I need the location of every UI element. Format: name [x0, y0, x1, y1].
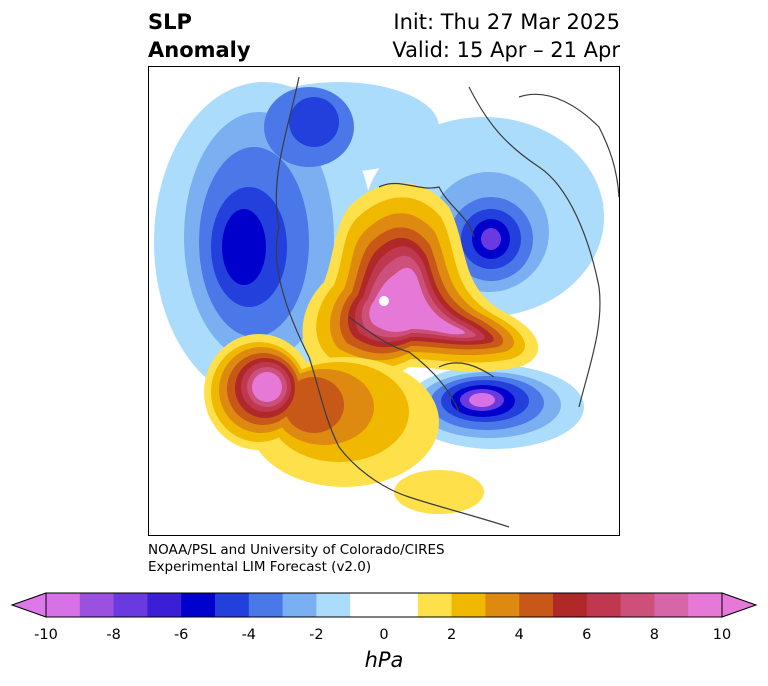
colorbar-segment: [113, 593, 148, 617]
map-panel: [148, 66, 620, 536]
colorbar-segment: [46, 593, 81, 617]
colorbar-tick-label: -10: [34, 627, 58, 643]
colorbar-segment: [519, 593, 554, 617]
colorbar-frame: [45, 592, 723, 618]
init-date: Init: Thu 27 Mar 2025: [393, 10, 620, 34]
colorbar-segment: [417, 593, 453, 617]
colorbar-segment: [586, 593, 622, 617]
valid-dates: Valid: 15 Apr – 21 Apr: [392, 38, 620, 62]
colorbar-tick-label: 0: [379, 627, 389, 643]
colorbar-segment: [654, 593, 689, 617]
colorbar-tick-label: 4: [514, 627, 524, 643]
credit-line-1: NOAA/PSL and University of Colorado/CIRE…: [148, 542, 445, 558]
colorbar-tick-label: -8: [106, 627, 121, 643]
low-anomaly-atlantic: [404, 365, 584, 449]
colorbar-segment: [620, 593, 655, 617]
colorbar-segment: [79, 593, 115, 617]
colorbar-under-arrow: [10, 592, 47, 618]
colorbar-segment: [384, 593, 419, 617]
anomaly-map: [154, 76, 619, 528]
high-anomaly-pacific: [204, 334, 484, 514]
colorbar-tick-label: 2: [446, 627, 457, 643]
credit-block: NOAA/PSL and University of Colorado/CIRE…: [148, 542, 445, 576]
colorbar-segment: [485, 593, 520, 617]
colorbar-segment: [215, 593, 250, 617]
colorbar-tick-label: -6: [173, 627, 189, 643]
colorbar-tick-label: -4: [241, 627, 257, 643]
high-anomaly-arctic: [302, 182, 539, 379]
colorbar-segment: [181, 593, 216, 617]
colorbar-over-arrow: [721, 592, 758, 618]
title-block: SLP Anomaly: [148, 8, 251, 64]
colorbar-unit: hPa: [364, 648, 404, 672]
colorbar-segment: [147, 593, 182, 617]
title-anomaly: Anomaly: [148, 38, 251, 62]
coastlines: [275, 76, 619, 528]
colorbar-segment: [248, 593, 284, 617]
colorbar-segment: [282, 593, 317, 617]
title-variable: SLP: [148, 10, 192, 34]
colorbar-tick-label: 10: [712, 627, 732, 643]
colorbar-segment: [688, 593, 723, 617]
colorbar-segment: [316, 593, 351, 617]
colorbar-tick-label: 6: [582, 627, 592, 643]
date-block: Init: Thu 27 Mar 2025 Valid: 15 Apr – 21…: [392, 8, 620, 64]
low-anomaly-asia: [154, 82, 439, 402]
colorbar-segment: [553, 593, 588, 617]
colorbar: [10, 592, 758, 618]
colorbar-segment: [350, 593, 385, 617]
colorbar-tick-label: -2: [309, 627, 324, 643]
colorbar-tick-label: 8: [649, 627, 660, 643]
credit-line-2: Experimental LIM Forecast (v2.0): [148, 559, 372, 575]
colorbar-segment: [451, 593, 486, 617]
